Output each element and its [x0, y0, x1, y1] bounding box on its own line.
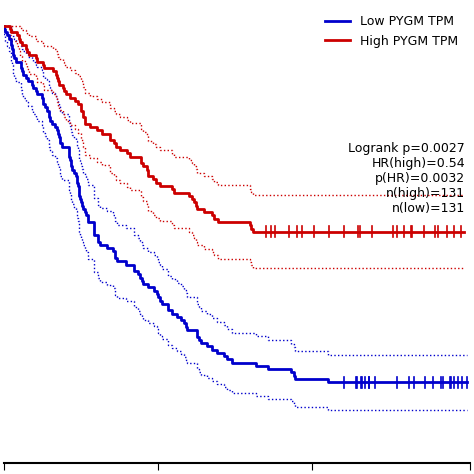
Legend: Low PYGM TPM, High PYGM TPM: Low PYGM TPM, High PYGM TPM	[320, 10, 464, 53]
Text: Logrank p=0.0027
HR(high)=0.54
p(HR)=0.0032
n(high)=131
n(low)=131: Logrank p=0.0027 HR(high)=0.54 p(HR)=0.0…	[348, 142, 465, 215]
